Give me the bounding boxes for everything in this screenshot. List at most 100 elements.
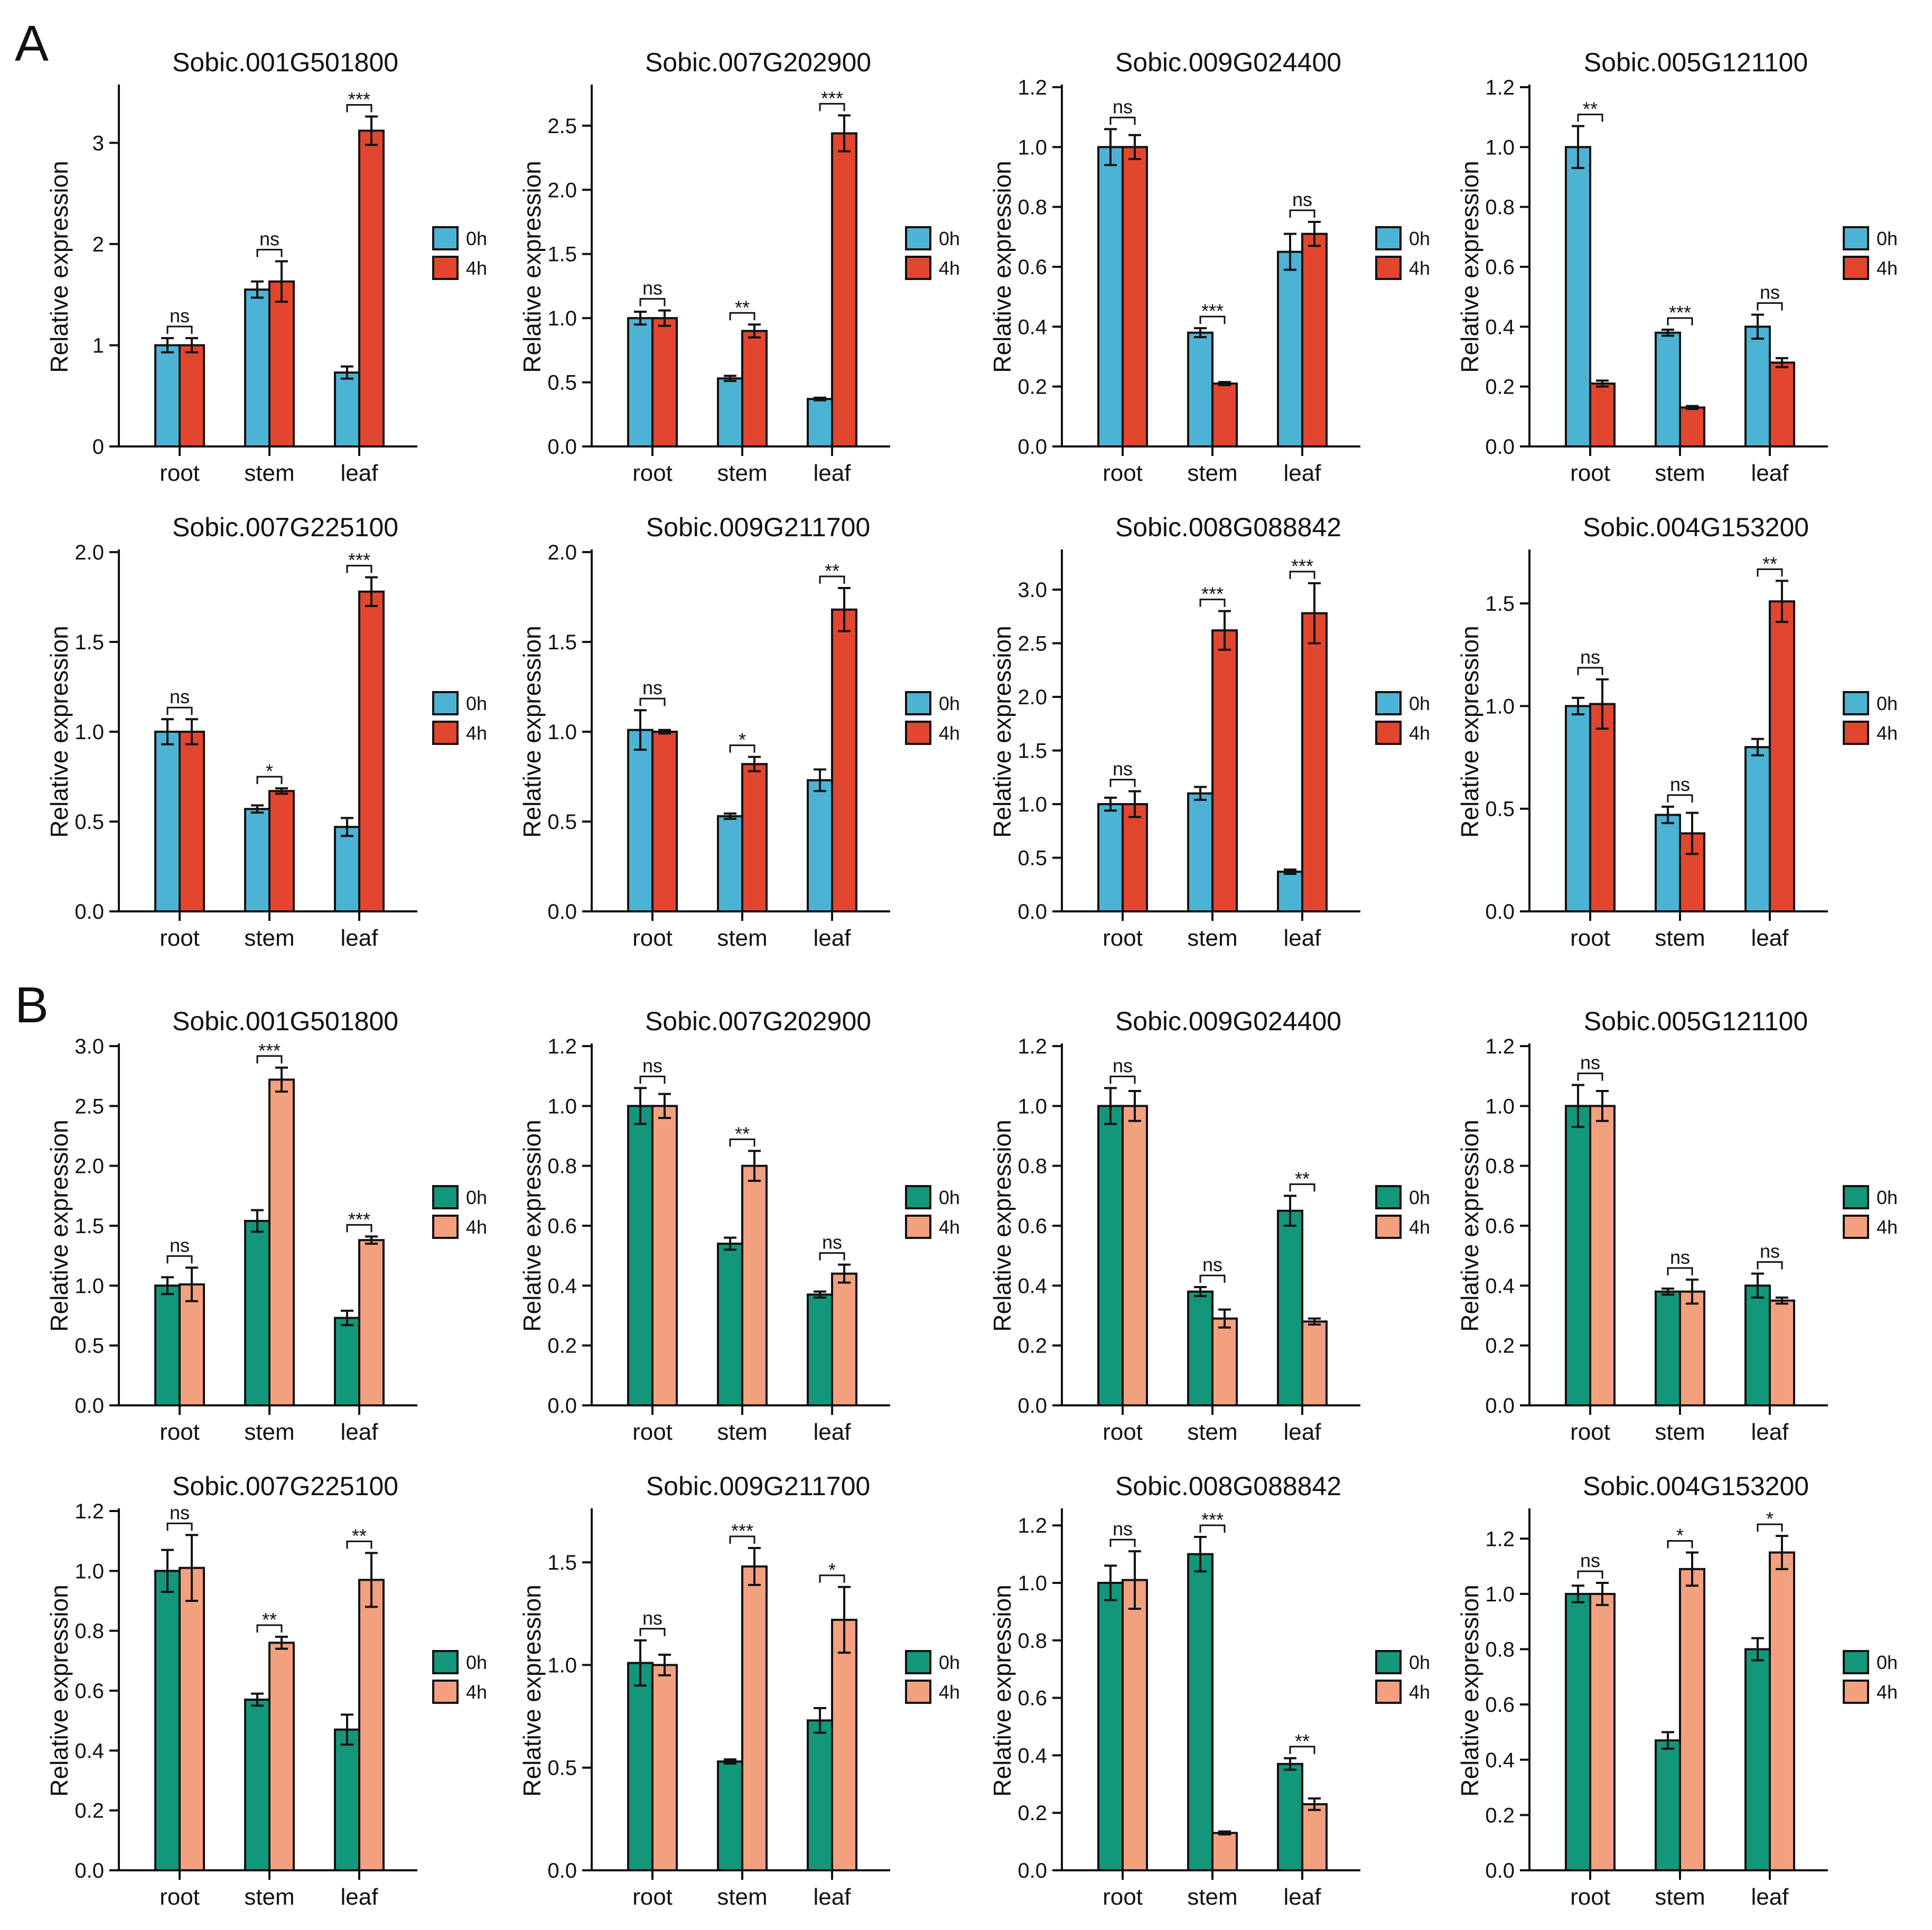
y-tick-label: 0.5 bbox=[1018, 847, 1047, 870]
significance-label: *** bbox=[348, 89, 370, 110]
y-tick-label: 3 bbox=[92, 132, 104, 155]
legend-swatch-4h bbox=[1375, 1215, 1402, 1239]
significance-bracket bbox=[1109, 779, 1136, 787]
y-tick-label: 1.2 bbox=[547, 1035, 577, 1058]
significance-label: ns bbox=[1580, 646, 1600, 668]
y-tick-label: 0.6 bbox=[74, 1680, 104, 1703]
legend-label: 4h bbox=[466, 1681, 487, 1703]
y-tick-label: 1.5 bbox=[1485, 592, 1515, 616]
legend-label: 4h bbox=[939, 1681, 960, 1703]
y-axis-label: Relative expression bbox=[988, 1120, 1016, 1331]
significance-bracket bbox=[1577, 1570, 1603, 1579]
legend-swatch-4h bbox=[905, 721, 931, 745]
significance-bracket bbox=[256, 1624, 283, 1633]
significance-label: ** bbox=[262, 1609, 277, 1630]
x-tick-label: root bbox=[1103, 1884, 1143, 1910]
significance-label: * bbox=[1676, 1524, 1684, 1546]
legend-swatch-0h bbox=[1375, 1185, 1402, 1209]
x-tick-label: leaf bbox=[341, 1884, 379, 1910]
bar-leaf-0h bbox=[807, 1293, 833, 1406]
significance-bracket bbox=[639, 697, 666, 706]
y-tick-label: 1.2 bbox=[1018, 1035, 1047, 1058]
legend-swatch-4h bbox=[432, 1215, 459, 1239]
legend-swatch-0h bbox=[1843, 1185, 1869, 1209]
significance-bracket bbox=[346, 565, 372, 573]
significance-label: ns bbox=[1113, 1055, 1133, 1076]
x-tick-label: root bbox=[632, 1419, 673, 1445]
legend-swatch-4h bbox=[1375, 1680, 1402, 1704]
bar-leaf-4h bbox=[1301, 1803, 1328, 1872]
bar-stem-0h bbox=[1655, 1290, 1681, 1407]
bar-leaf-0h bbox=[807, 779, 833, 912]
y-tick-label: 0.8 bbox=[1485, 196, 1515, 219]
bar-leaf-4h bbox=[1769, 1299, 1795, 1407]
y-tick-label: 1.5 bbox=[1018, 740, 1047, 763]
y-tick-label: 1.0 bbox=[1485, 136, 1515, 159]
significance-label: ns bbox=[1580, 1550, 1600, 1571]
chart-8: Sobic.001G501800 Relative expression 0.0 0.… bbox=[45, 1006, 487, 1445]
bar-leaf-4h bbox=[358, 590, 385, 913]
x-tick-label: root bbox=[1570, 460, 1610, 486]
y-tick-label: 0.0 bbox=[74, 1394, 104, 1418]
significance-label: ns bbox=[1760, 1241, 1780, 1262]
significance-bracket bbox=[1667, 1267, 1693, 1275]
x-tick-label: stem bbox=[717, 460, 767, 486]
legend-swatch-0h bbox=[432, 1650, 459, 1674]
bar-stem-4h bbox=[268, 280, 295, 447]
significance-bracket bbox=[346, 1224, 372, 1233]
y-tick-label: 0.8 bbox=[1018, 1155, 1047, 1178]
chart-2: Sobic.009G024400 Relative expression 0.0 0.… bbox=[988, 48, 1430, 486]
significance-bracket bbox=[1757, 1523, 1783, 1532]
significance-bracket bbox=[819, 1252, 845, 1261]
y-tick-label: 0.6 bbox=[1018, 1215, 1047, 1238]
y-tick-label: 0.4 bbox=[1018, 1744, 1047, 1767]
significance-bracket bbox=[166, 706, 193, 715]
y-tick-label: 0.0 bbox=[547, 900, 577, 924]
legend-label: 0h bbox=[1877, 228, 1898, 249]
chart-3: Sobic.005G121100 Relative expression 0.0 0.… bbox=[1456, 48, 1898, 486]
bar-stem-0h bbox=[717, 1243, 743, 1406]
significance-bracket bbox=[1667, 794, 1693, 803]
y-axis-label: Relative expression bbox=[45, 161, 73, 372]
x-tick-label: leaf bbox=[814, 1419, 852, 1445]
chart-title: Sobic.009G211700 bbox=[646, 1471, 870, 1501]
bar-leaf-4h bbox=[1301, 1320, 1328, 1406]
legend-swatch-4h bbox=[1843, 721, 1869, 745]
significance-bracket bbox=[1757, 302, 1783, 311]
y-tick-label: 0.0 bbox=[1485, 1394, 1515, 1418]
y-tick-label: 3.0 bbox=[1018, 579, 1047, 602]
significance-label: ** bbox=[1295, 1168, 1310, 1189]
chart-title: Sobic.007G202900 bbox=[645, 48, 871, 77]
y-tick-label: 0.8 bbox=[1485, 1638, 1515, 1662]
y-tick-label: 0.8 bbox=[74, 1620, 104, 1643]
legend-swatch-0h bbox=[905, 226, 931, 250]
y-tick-label: 0.0 bbox=[1018, 1394, 1047, 1418]
chart-5: Sobic.009G211700 Relative expression 0.0 0.… bbox=[518, 512, 960, 951]
y-tick-label: 2 bbox=[92, 233, 104, 256]
y-tick-label: 1.0 bbox=[1018, 1095, 1047, 1118]
y-tick-label: 1.5 bbox=[547, 1551, 577, 1574]
significance-bracket bbox=[729, 1138, 755, 1147]
y-tick-label: 0.0 bbox=[1485, 1859, 1515, 1882]
significance-label: ns bbox=[1113, 96, 1133, 117]
legend-swatch-4h bbox=[1375, 721, 1402, 745]
y-tick-label: 0.0 bbox=[1018, 900, 1047, 924]
y-tick-label: 2.5 bbox=[74, 1095, 104, 1118]
bar-stem-0h bbox=[1655, 331, 1681, 448]
x-tick-label: stem bbox=[717, 1419, 767, 1445]
significance-label: ns bbox=[1202, 1254, 1222, 1275]
chart-title: Sobic.008G088842 bbox=[1115, 512, 1341, 542]
y-axis-label: Relative expression bbox=[1456, 161, 1483, 372]
y-tick-label: 0.0 bbox=[1485, 900, 1515, 924]
y-tick-label: 2.0 bbox=[74, 541, 104, 564]
significance-label: ns bbox=[1580, 1052, 1600, 1074]
legend-swatch-4h bbox=[432, 721, 459, 745]
bar-stem-0h bbox=[1187, 1290, 1214, 1407]
x-tick-label: stem bbox=[1187, 925, 1237, 951]
significance-bracket bbox=[1577, 1073, 1603, 1081]
significance-bracket bbox=[1199, 599, 1226, 607]
bar-root-4h bbox=[1122, 803, 1148, 913]
y-tick-label: 0.5 bbox=[74, 810, 104, 834]
chart-11: Sobic.005G121100 Relative expression 0.0 0.… bbox=[1456, 1006, 1898, 1445]
significance-label: *** bbox=[731, 1520, 753, 1542]
